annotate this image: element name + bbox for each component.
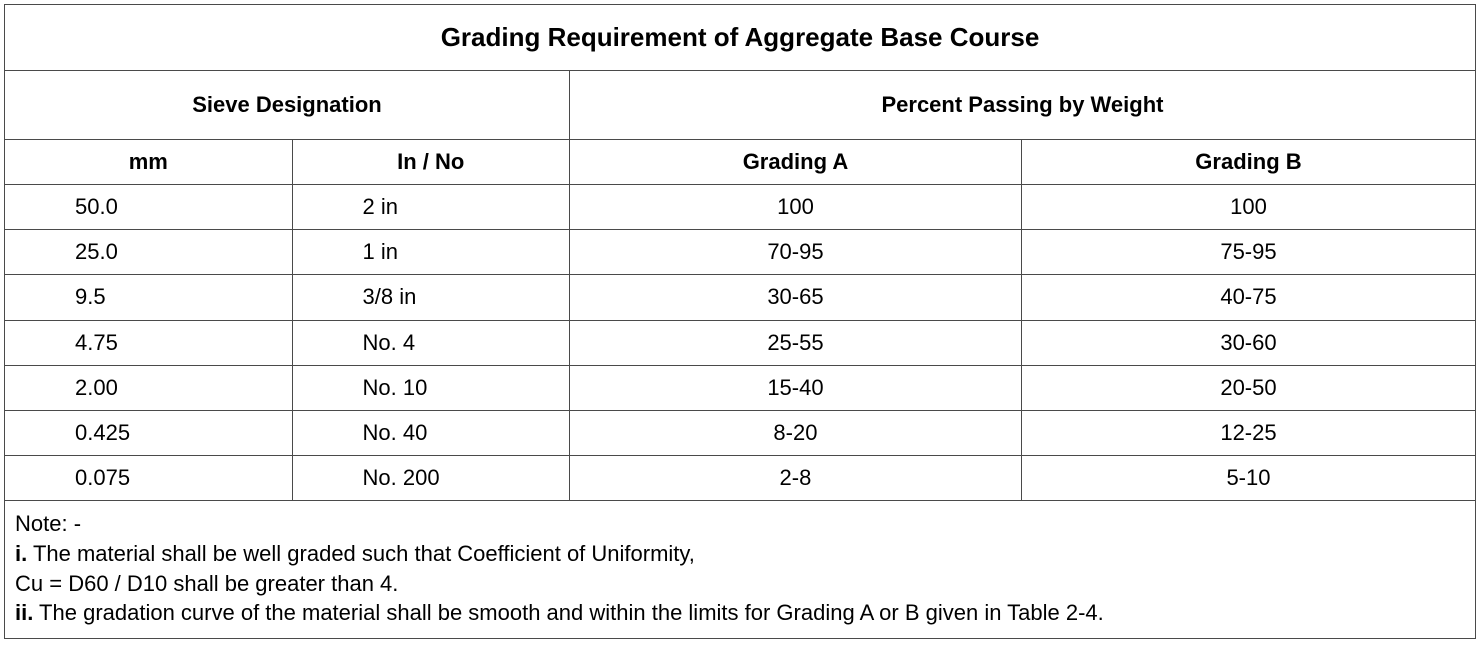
note-i-line1: The material shall be well graded such t… xyxy=(27,541,695,566)
group-header-row: Sieve Designation Percent Passing by Wei… xyxy=(5,70,1476,139)
group-header-sieve: Sieve Designation xyxy=(5,70,570,139)
cell-in-no: 2 in xyxy=(292,184,569,229)
group-header-percent: Percent Passing by Weight xyxy=(569,70,1475,139)
cell-grading-a: 25-55 xyxy=(569,320,1021,365)
table-row: 0.075 No. 200 2-8 5-10 xyxy=(5,456,1476,501)
note-ii-label: ii. xyxy=(15,600,33,625)
cell-in-no: 1 in xyxy=(292,230,569,275)
note-ii-text: The gradation curve of the material shal… xyxy=(33,600,1103,625)
cell-grading-b: 75-95 xyxy=(1021,230,1475,275)
col-in-no: In / No xyxy=(292,139,569,184)
cell-mm: 9.5 xyxy=(5,275,293,320)
cell-mm: 0.425 xyxy=(5,410,293,455)
table-row: 0.425 No. 40 8-20 12-25 xyxy=(5,410,1476,455)
cell-mm: 25.0 xyxy=(5,230,293,275)
cell-in-no: 3/8 in xyxy=(292,275,569,320)
note-lead: Note: - xyxy=(15,511,81,536)
note-i-label: i. xyxy=(15,541,27,566)
cell-in-no: No. 200 xyxy=(292,456,569,501)
title-row: Grading Requirement of Aggregate Base Co… xyxy=(5,5,1476,71)
cell-mm: 50.0 xyxy=(5,184,293,229)
table-row: 50.0 2 in 100 100 xyxy=(5,184,1476,229)
cell-grading-a: 2-8 xyxy=(569,456,1021,501)
cell-grading-a: 30-65 xyxy=(569,275,1021,320)
col-grading-b: Grading B xyxy=(1021,139,1475,184)
table-title: Grading Requirement of Aggregate Base Co… xyxy=(5,5,1476,71)
col-grading-a: Grading A xyxy=(569,139,1021,184)
cell-grading-b: 100 xyxy=(1021,184,1475,229)
cell-mm: 0.075 xyxy=(5,456,293,501)
cell-grading-b: 20-50 xyxy=(1021,365,1475,410)
cell-in-no: No. 10 xyxy=(292,365,569,410)
note-row: Note: - i. The material shall be well gr… xyxy=(5,501,1476,639)
grading-table: Grading Requirement of Aggregate Base Co… xyxy=(4,4,1476,639)
cell-in-no: No. 4 xyxy=(292,320,569,365)
table-row: 9.5 3/8 in 30-65 40-75 xyxy=(5,275,1476,320)
cell-grading-b: 40-75 xyxy=(1021,275,1475,320)
cell-grading-a: 15-40 xyxy=(569,365,1021,410)
cell-grading-b: 12-25 xyxy=(1021,410,1475,455)
cell-grading-b: 30-60 xyxy=(1021,320,1475,365)
cell-grading-a: 70-95 xyxy=(569,230,1021,275)
sub-header-row: mm In / No Grading A Grading B xyxy=(5,139,1476,184)
note-i-line2: Cu = D60 / D10 shall be greater than 4. xyxy=(15,571,398,596)
cell-grading-a: 100 xyxy=(569,184,1021,229)
table-row: 4.75 No. 4 25-55 30-60 xyxy=(5,320,1476,365)
table-row: 25.0 1 in 70-95 75-95 xyxy=(5,230,1476,275)
cell-mm: 2.00 xyxy=(5,365,293,410)
cell-grading-a: 8-20 xyxy=(569,410,1021,455)
col-mm: mm xyxy=(5,139,293,184)
cell-mm: 4.75 xyxy=(5,320,293,365)
cell-grading-b: 5-10 xyxy=(1021,456,1475,501)
table-row: 2.00 No. 10 15-40 20-50 xyxy=(5,365,1476,410)
cell-in-no: No. 40 xyxy=(292,410,569,455)
table-note: Note: - i. The material shall be well gr… xyxy=(5,501,1476,639)
